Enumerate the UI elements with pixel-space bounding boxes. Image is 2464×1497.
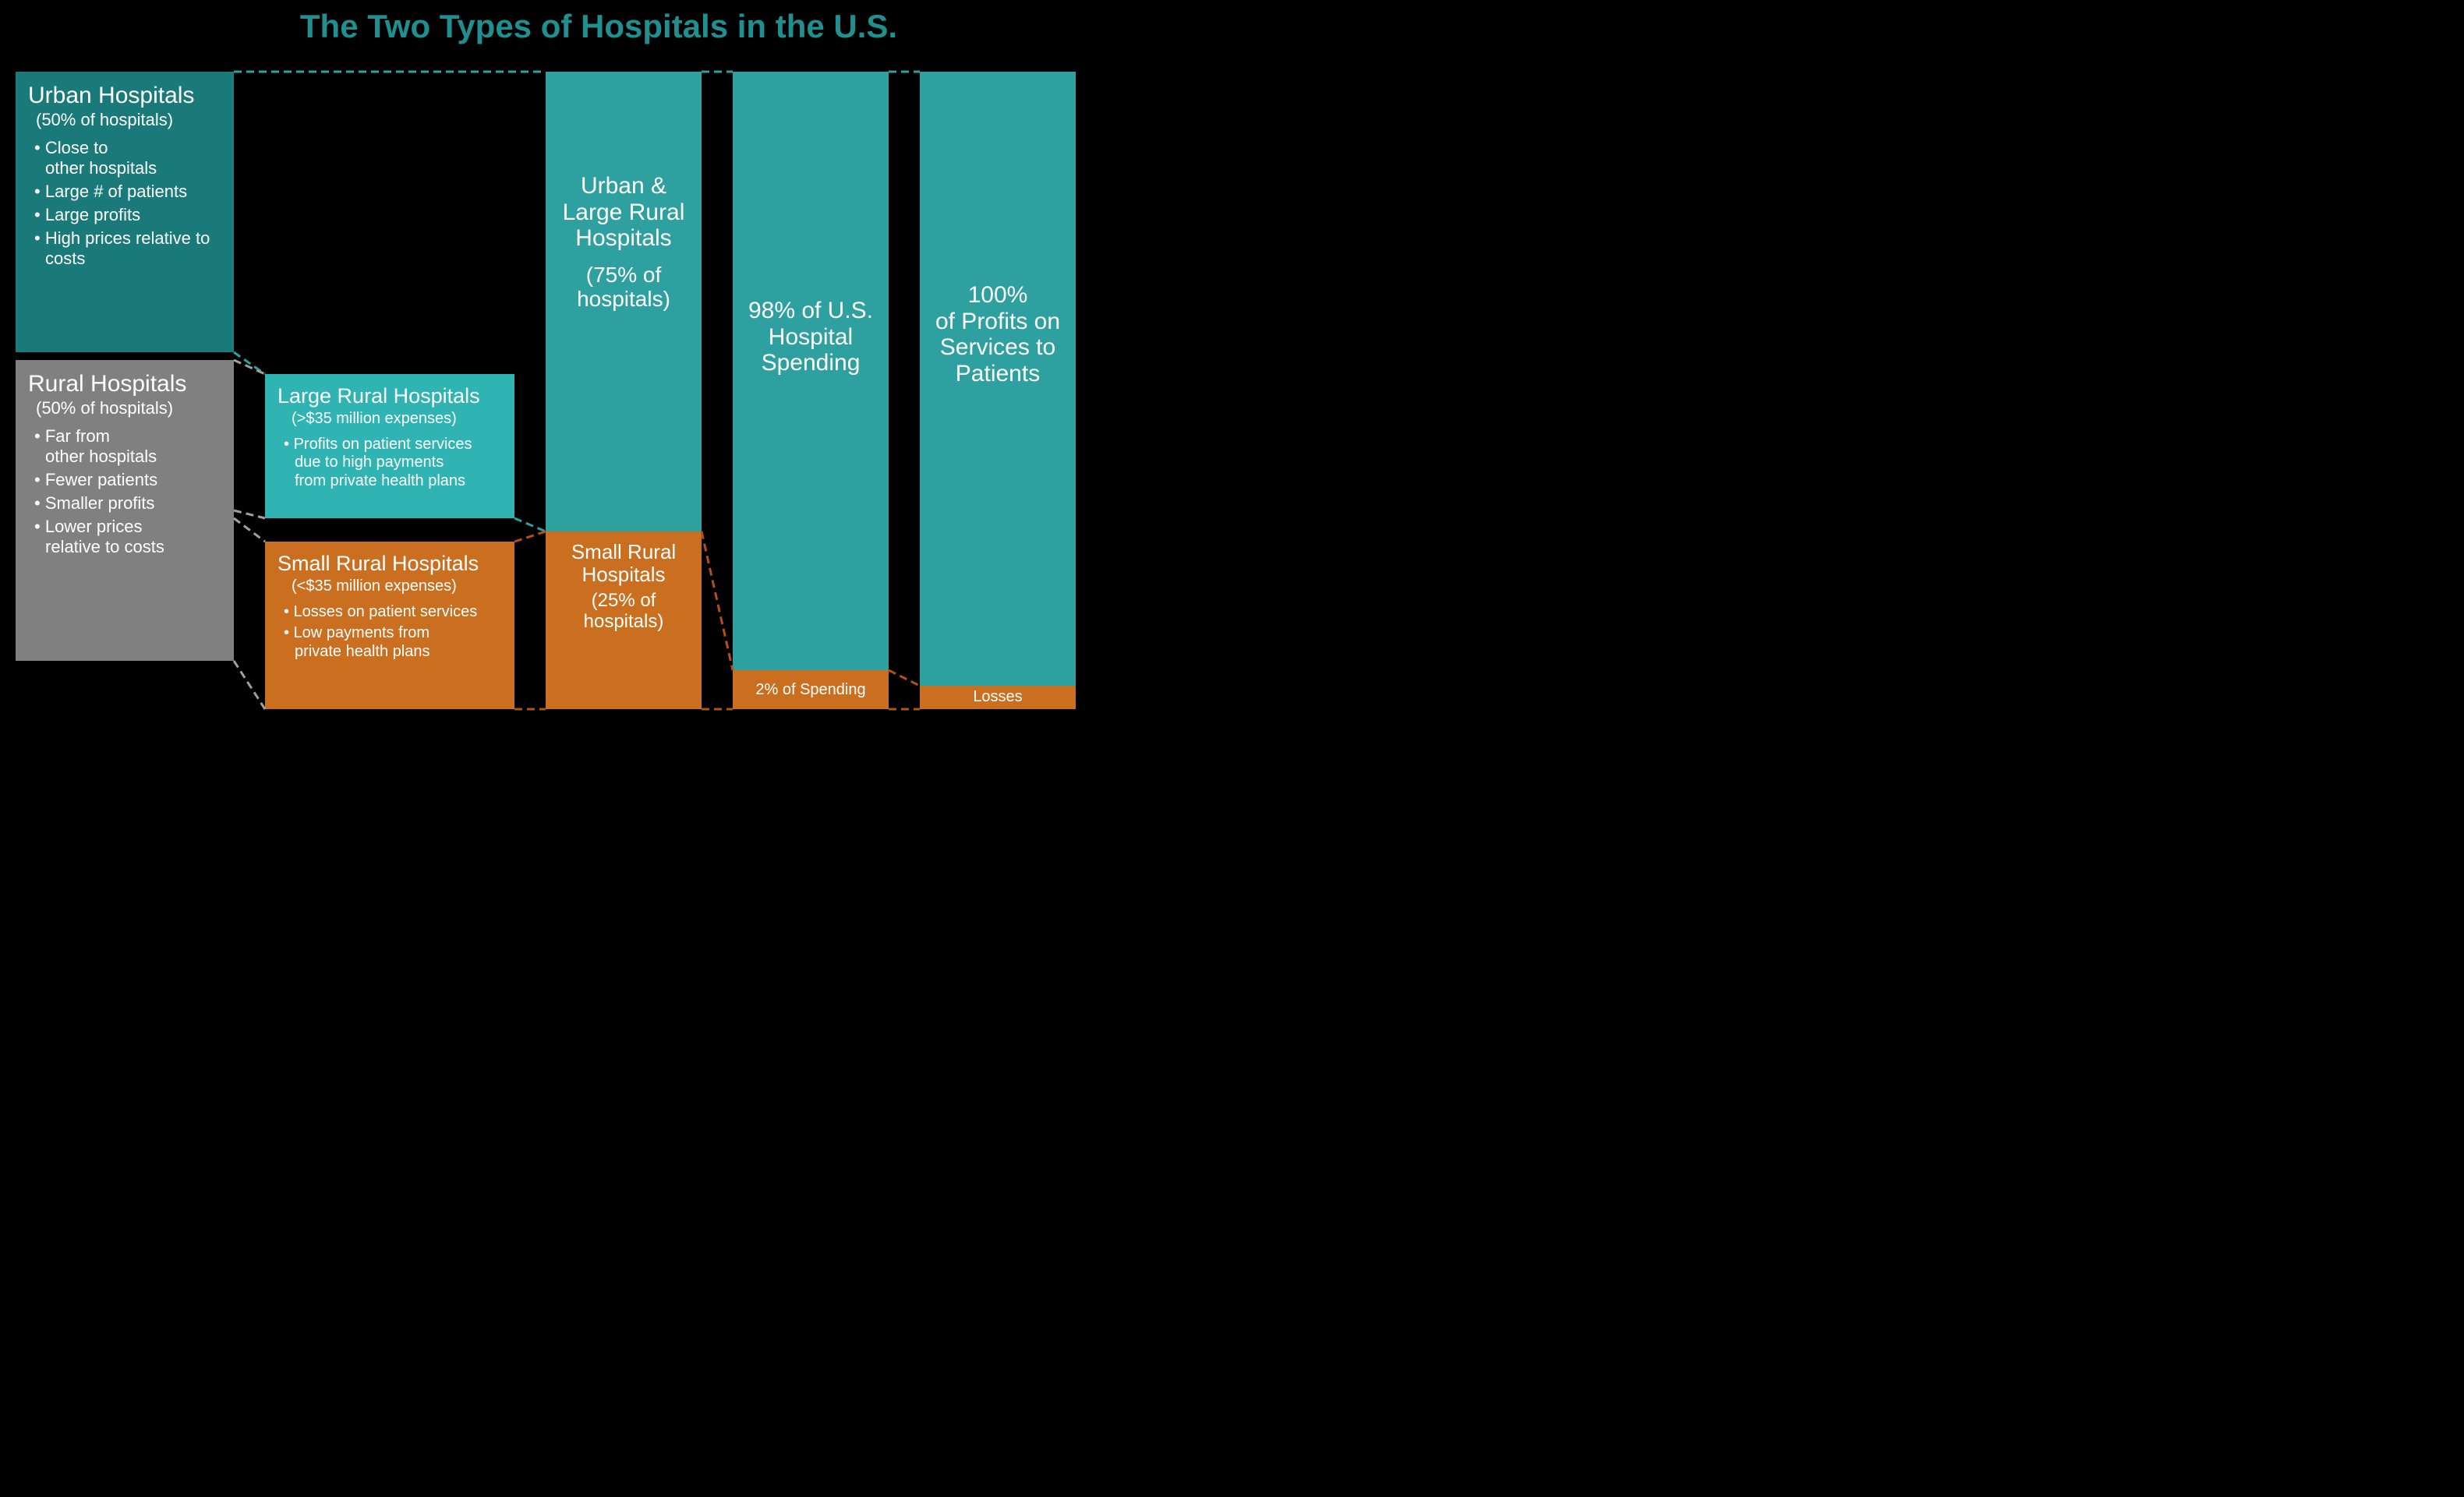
connector-lines [0, 0, 1197, 729]
